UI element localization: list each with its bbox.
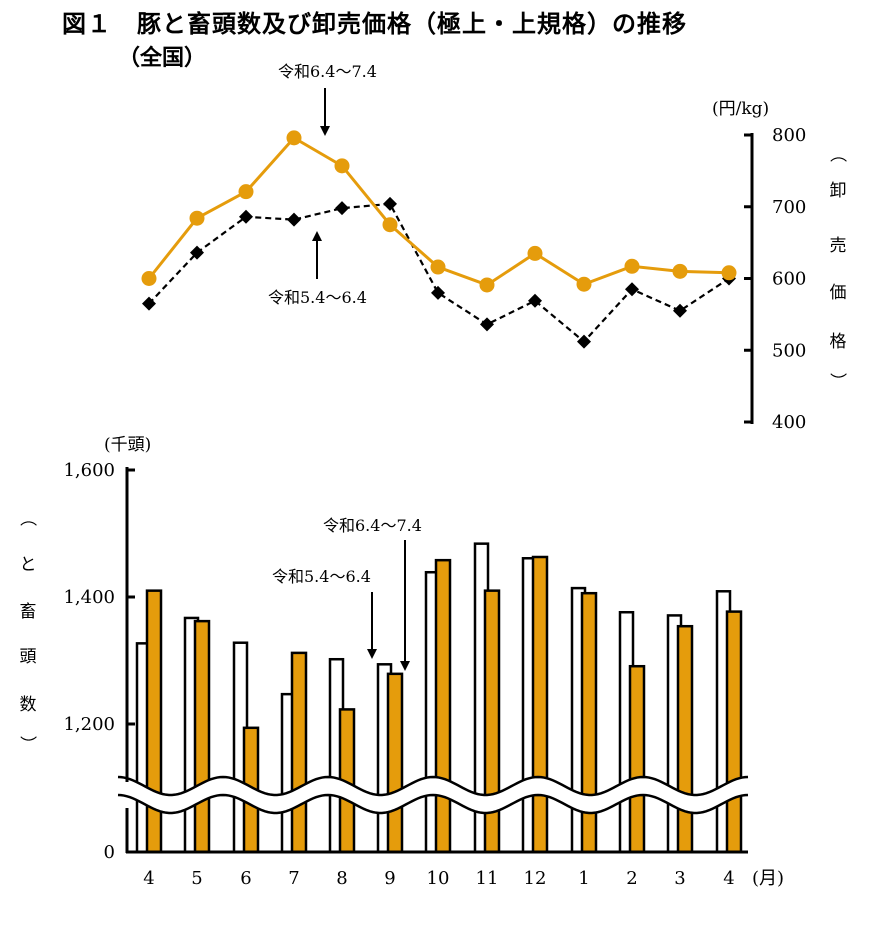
month-tick-label: 4 [723, 868, 734, 889]
month-tick-label: 2 [626, 868, 637, 889]
month-tick-label: 10 [427, 868, 450, 889]
price-current-point [382, 217, 398, 233]
headcount-y-axis-label-char: 畜 [20, 602, 37, 622]
month-unit-label: (月) [752, 868, 784, 889]
month-tick-label: 9 [384, 868, 395, 889]
price-previous-point [142, 296, 156, 311]
bar-current [434, 558, 452, 854]
price-y-tick-label: 800 [772, 125, 806, 146]
headcount-y-axis-label-char: ） [17, 736, 37, 753]
headcount-y-axis-label-char: （ [17, 510, 37, 527]
headcount-y-tick-label: 1,200 [63, 714, 115, 735]
headcount-y-axis-label: （ と畜頭数 ） [17, 510, 37, 753]
bar-current [145, 589, 163, 854]
page-title: 図１ 豚と畜頭数及び卸売価格（極上・上規格）の推移 [62, 10, 687, 38]
price-current-point [334, 158, 350, 174]
headcount-y-axis-label-char: 頭 [20, 647, 37, 667]
price-current-point [672, 263, 688, 279]
price-y-axis: 400 500 600 700 800 [744, 125, 806, 433]
price-y-axis-label-char: ） [827, 373, 847, 390]
headcount-y-axis-label-char: 数 [20, 695, 37, 715]
headcount-bars [135, 542, 743, 854]
price-current-point [527, 245, 543, 261]
price-previous-point [673, 303, 687, 318]
month-tick-label: 12 [524, 868, 547, 889]
month-tick-label: 6 [240, 868, 251, 889]
price-current-point [576, 276, 592, 292]
price-previous-point [431, 285, 445, 300]
bar-current [676, 624, 694, 854]
headcount-unit-label: (千頭) [104, 435, 151, 455]
bar-annotation-current-text: 令和6.4〜7.4 [323, 516, 422, 535]
price-y-axis-label: （ 卸売価格 ） [827, 146, 847, 390]
bar-current [193, 619, 211, 854]
price-current-point [189, 210, 205, 226]
bar-annotation-previous: 令和5.4〜6.4 [272, 567, 377, 659]
price-unit-label: (円/kg) [712, 99, 769, 119]
month-tick-labels: 4 5 6 7 8 9 10 11 12 1 2 3 4 [143, 868, 734, 889]
month-tick-label: 5 [191, 868, 202, 889]
price-annotation-previous: 令和5.4〜6.4 [268, 231, 367, 307]
headcount-y-tick-label: 1,400 [63, 587, 115, 608]
month-tick-label: 1 [578, 868, 589, 889]
headcount-y-tick-label: 0 [104, 842, 115, 863]
price-y-tick-label: 500 [772, 340, 806, 361]
price-y-tick-label: 400 [772, 412, 806, 433]
price-previous-point [625, 282, 639, 297]
month-tick-label: 8 [336, 868, 347, 889]
price-previous-point [335, 201, 349, 216]
price-current-point [721, 265, 737, 281]
price-y-axis-label-char: （ [827, 146, 847, 163]
bar-annotation-previous-text: 令和5.4〜6.4 [272, 567, 371, 586]
bar-current [531, 555, 549, 854]
bar-annotation-current: 令和6.4〜7.4 [323, 516, 422, 671]
price-annotation-previous-text: 令和5.4〜6.4 [268, 288, 367, 307]
price-annotation-current-text: 令和6.4〜7.4 [278, 62, 377, 81]
price-y-axis-label-char: 価 [830, 283, 847, 303]
price-previous-point [190, 245, 204, 260]
price-series [141, 130, 737, 349]
price-current-point [286, 130, 302, 146]
price-previous-point [383, 196, 397, 211]
price-current-point [430, 259, 446, 275]
bar-current [628, 664, 646, 854]
price-annotation-current: 令和6.4〜7.4 [278, 62, 377, 136]
headcount-axes: 0 1,200 1,400 1,600 [63, 460, 748, 863]
axis-break-line-bottom [117, 793, 749, 815]
price-previous-point [239, 209, 253, 224]
bar-current [725, 610, 743, 854]
page-subtitle: （全国） [118, 46, 207, 71]
price-y-axis-label-char: 格 [830, 332, 847, 352]
price-previous-point [287, 212, 301, 227]
price-current-point [238, 184, 254, 200]
headcount-y-axis-label-char: と [20, 555, 37, 575]
price-y-tick-label: 600 [772, 269, 806, 290]
month-tick-label: 4 [143, 868, 154, 889]
axis-break-wave [117, 775, 749, 815]
price-previous-point [480, 317, 494, 332]
price-previous-point [577, 334, 591, 349]
price-current-point [141, 271, 157, 286]
price-previous-point [528, 293, 542, 308]
price-y-tick-label: 700 [772, 197, 806, 218]
bar-current [290, 651, 308, 854]
price-current-point [624, 258, 640, 274]
axis-break-line-top [117, 775, 749, 797]
price-y-axis-label-char: 卸 [830, 181, 847, 201]
price-y-axis-label-char: 売 [830, 236, 847, 256]
month-tick-label: 7 [288, 868, 299, 889]
month-tick-label: 11 [476, 868, 499, 889]
bar-current [386, 672, 404, 854]
headcount-y-tick-label: 1,600 [63, 460, 115, 481]
month-tick-label: 3 [674, 868, 685, 889]
price-current-point [479, 277, 495, 293]
